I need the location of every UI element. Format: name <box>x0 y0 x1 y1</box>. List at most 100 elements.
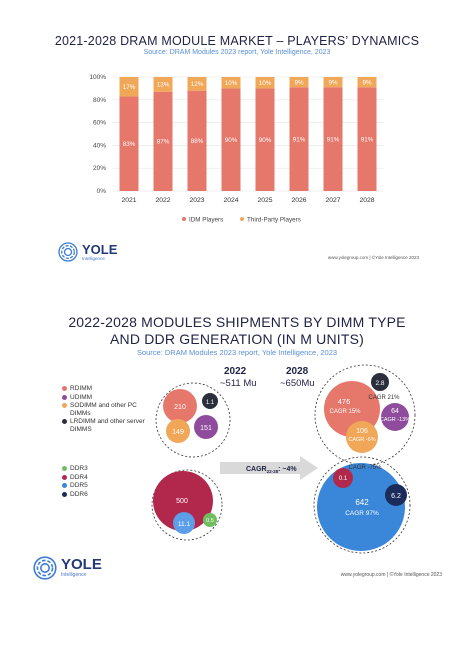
yole-logo-icon <box>33 556 57 580</box>
bubble-udimm-2022 <box>194 415 218 439</box>
legend-item-ddr4: DDR4 <box>62 474 122 482</box>
bar-value-label: 10% <box>225 80 238 87</box>
legend-item-rdimm: RDIMM <box>62 385 152 393</box>
chart1-subtitle: Source: DRAM Modules 2023 report, Yole I… <box>143 49 331 56</box>
logo-word: YOLE <box>82 241 118 257</box>
bar-value-label: 9% <box>362 79 372 86</box>
value-ddr5-2022: 11.1 <box>178 521 191 528</box>
bar-value-label: 9% <box>328 79 338 86</box>
legend-label: SODIMM and other PC DIMMs <box>70 402 137 417</box>
bar-idm <box>357 87 377 191</box>
legend-dot <box>240 217 244 221</box>
bar-value-label: 91% <box>293 136 306 143</box>
cagr-sodimm-2028: CAGR -6% <box>348 437 375 443</box>
yole-logo-top: YOLE Intelligence <box>58 242 117 262</box>
cagr-arrow <box>220 456 318 480</box>
bubble-ddr6-2028 <box>385 484 407 506</box>
legend-dot <box>62 394 67 400</box>
x-tick-label: 2026 <box>291 197 306 204</box>
value-rdimm-2022: 210 <box>174 404 186 411</box>
legend-dot <box>62 386 67 391</box>
ddr-legend: DDR3 DDR4 DDR5 DDR6 <box>62 465 122 499</box>
bubble-sodimm-2028 <box>346 421 378 453</box>
value-udimm-2028: 64 <box>391 408 399 415</box>
bubble-ddr4-2028 <box>333 468 353 488</box>
legend-item-ddr6: DDR6 <box>62 491 122 499</box>
legend-dot <box>62 403 67 408</box>
cagr-total-value: : ~4% <box>278 466 297 473</box>
legend-label: DDR4 <box>70 473 88 481</box>
bubble-udimm-2028 <box>381 403 409 431</box>
footer-url-bottom[interactable]: www.yolegroup.com | ©Yole Intelligence 2… <box>340 572 442 578</box>
value-sodimm-2028: 106 <box>356 428 368 435</box>
cagr-total-label: CAGR22-28: ~4% <box>246 466 297 474</box>
total-2028-label: ~650Mu <box>280 378 315 389</box>
bar-value-label: 13% <box>157 82 170 89</box>
bar-chart: 0% 20% 40% 60% 80% 100% 83% 17% 2021 87% 13% 2022 88… <box>89 74 384 223</box>
value-rdimm-2028: 476 <box>338 397 351 406</box>
y-tick-label: 40% <box>93 142 106 149</box>
x-tick-label: 2023 <box>189 197 204 204</box>
bar-idm <box>255 88 275 191</box>
x-tick-label: 2021 <box>121 197 136 204</box>
bar-value-label: 17% <box>123 84 136 91</box>
value-lrdimm-2022: 1.1 <box>206 400 215 406</box>
value-lrdimm-2028: 2.8 <box>375 380 384 387</box>
legend-label: DDR6 <box>70 490 88 498</box>
year-2028-label: 2028 <box>286 366 309 377</box>
value-ddr4-2022: 500 <box>176 498 188 505</box>
y-tick-label: 60% <box>93 120 106 127</box>
value-sodimm-2022: 149 <box>172 429 184 436</box>
legend-item-udimm: UDIMM <box>62 394 152 402</box>
legend-label: LRDIMM and other server DIMMS <box>70 418 145 433</box>
legend-item-lrdimm: LRDIMM and other server DIMMS <box>62 418 152 433</box>
legend-dot <box>62 419 67 424</box>
yole-logo-icon <box>58 242 78 262</box>
legend-label: IDM Players <box>189 216 223 223</box>
bar-value-label: 9% <box>294 79 304 86</box>
x-tick-label: 2027 <box>325 197 340 204</box>
bar-idm <box>323 87 343 191</box>
legend-label: UDIMM <box>70 393 93 401</box>
cagr-total-label: CAGR <box>246 466 267 473</box>
x-tick-label: 2025 <box>257 197 272 204</box>
legend-item-sodimm: SODIMM and other PC DIMMs <box>62 402 152 417</box>
bar-third-party <box>323 77 343 88</box>
bar-idm <box>289 87 309 191</box>
value-ddr4-2028: 0.1 <box>339 476 348 482</box>
bar-third-party <box>221 77 241 89</box>
bubble-ddr4-2022 <box>153 471 213 531</box>
y-tick-label: 0% <box>97 188 107 195</box>
bar-third-party <box>255 77 275 89</box>
legend-label: Third-Party Players <box>247 216 301 223</box>
bar-third-party <box>289 77 309 88</box>
value-udimm-2022: 151 <box>200 425 212 432</box>
cagr-total-period: 22-28 <box>267 469 279 474</box>
bar-idm <box>221 88 241 191</box>
bar-value-label: 83% <box>123 141 136 148</box>
legend-dot <box>62 491 67 497</box>
bubble-ddr5-2022 <box>173 512 195 534</box>
bar-idm <box>119 96 139 191</box>
y-tick-label: 20% <box>93 165 106 172</box>
ddr-2022-group-outline <box>151 469 223 541</box>
bar-third-party <box>119 77 139 97</box>
legend-label: RDIMM <box>70 385 93 392</box>
x-tick-label: 2022 <box>155 197 170 204</box>
bubble-rdimm-2022 <box>163 389 197 423</box>
value-ddr6-2028: 6.2 <box>391 493 401 500</box>
footer-url-top[interactable]: www.yolegroup.com | ©Yole Intelligence 2… <box>327 255 419 260</box>
logo-subtitle: Intelligence <box>82 255 105 261</box>
bubble-sodimm-2022 <box>166 419 190 443</box>
dimm-legend: RDIMM UDIMM SODIMM and other PC DIMMs LR… <box>62 385 152 434</box>
legend-dot <box>62 483 67 488</box>
cagr-udimm-2028: CAGR -13% <box>380 417 410 423</box>
legend-dot <box>182 217 186 221</box>
bar-value-label: 91% <box>361 136 374 143</box>
x-tick-label: 2028 <box>359 197 374 204</box>
bubble-lrdimm-2028 <box>371 373 389 391</box>
year-2022-label: 2022 <box>224 366 247 377</box>
cagr-lrdimm-2028: CAGR 21% <box>368 395 400 401</box>
bar-third-party <box>357 77 377 88</box>
logo-subtitle: Intelligence <box>61 572 87 578</box>
